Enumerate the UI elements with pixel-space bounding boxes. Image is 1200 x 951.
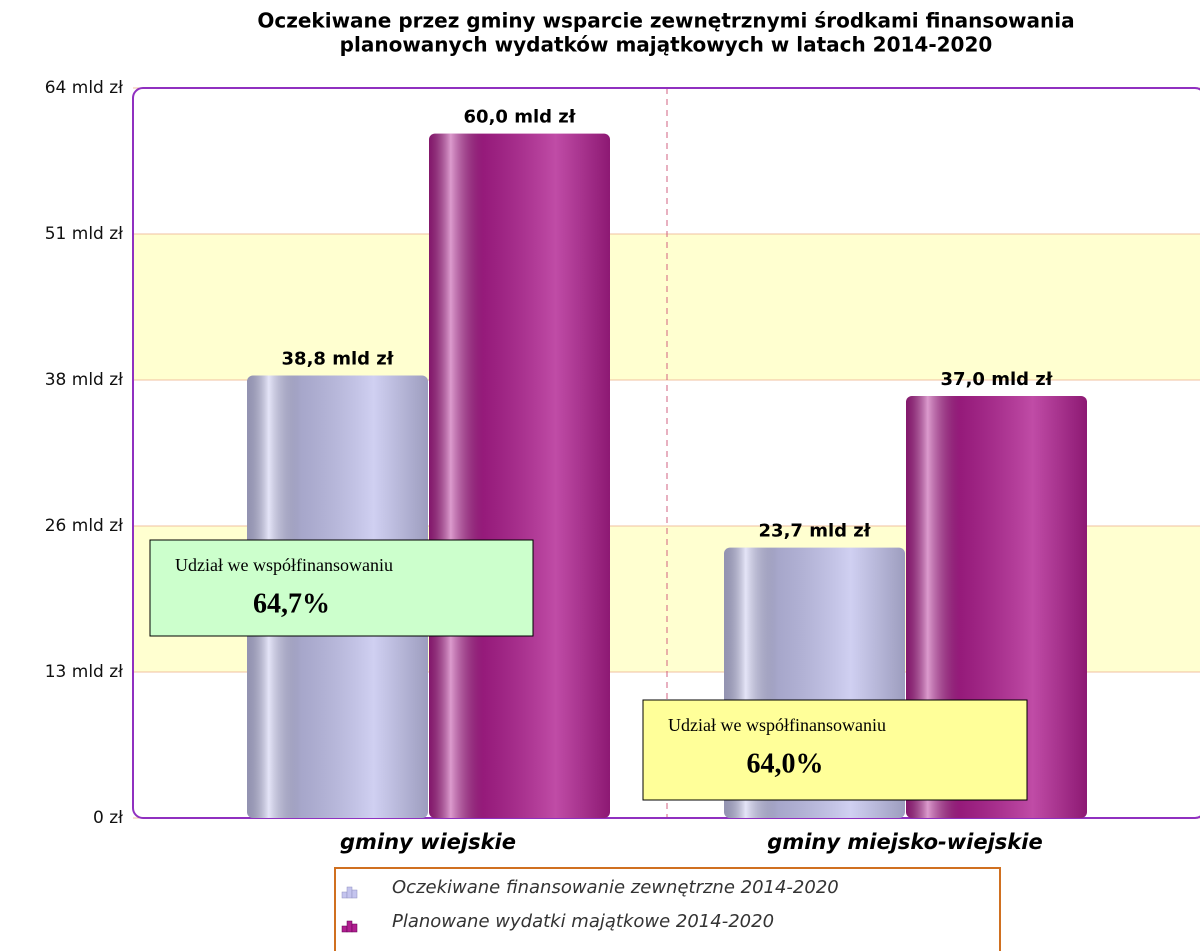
y-tick-label: 38 mld zł (45, 370, 123, 390)
y-tick-label: 51 mld zł (45, 224, 123, 244)
value-label: 37,0 mld zł (941, 369, 1054, 390)
y-tick-label: 13 mld zł (45, 662, 123, 682)
annotation-box (149, 539, 534, 637)
value-label: 23,7 mld zł (759, 521, 872, 542)
chart-title: planowanych wydatków majątkowych w latac… (340, 33, 993, 57)
legend-box (334, 867, 1001, 951)
legend-swatch (341, 891, 348, 899)
value-label: 60,0 mld zł (464, 107, 577, 128)
value-label: 38,8 mld zł (282, 348, 395, 369)
y-tick-label: 26 mld zł (45, 516, 123, 536)
chart-title: Oczekiwane przez gminy wsparcie zewnętrz… (257, 9, 1074, 33)
legend-swatch (351, 889, 358, 899)
x-tick-label: gminy wiejskie (340, 830, 516, 854)
bar-shine (429, 133, 610, 818)
annotation-value: 64,7% (253, 588, 330, 619)
legend-swatch (341, 925, 348, 933)
y-tick-label: 0 zł (93, 808, 123, 828)
legend-label: Planowane wydatki majątkowe 2014-2020 (392, 911, 774, 932)
annotation-box (642, 699, 1028, 801)
x-tick-label: gminy miejsko-wiejskie (767, 830, 1042, 854)
y-tick-label: 64 mld zł (45, 78, 123, 98)
annotation-value: 64,0% (747, 748, 824, 779)
annotation-text: Udział we współfinansowaniu (668, 715, 886, 735)
plot-border (132, 87, 1200, 819)
annotation-text: Udział we współfinansowaniu (175, 555, 393, 575)
legend-label: Oczekiwane finansowanie zewnętrzne 2014-… (392, 877, 839, 898)
legend-swatch (346, 920, 353, 933)
legend-swatch (351, 923, 358, 933)
legend-swatch (346, 886, 353, 899)
